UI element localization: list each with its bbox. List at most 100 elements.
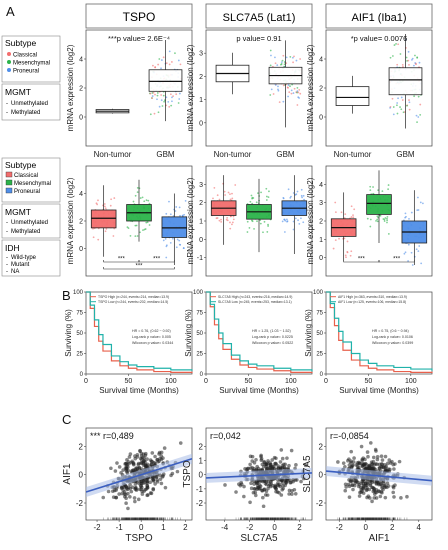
jitter-point xyxy=(278,101,281,104)
scatter-point xyxy=(132,496,137,500)
jitter-point xyxy=(143,200,146,203)
scatter-point xyxy=(287,492,291,496)
scatter-point xyxy=(124,501,128,506)
legend-item: NA xyxy=(11,269,19,275)
jitter-point xyxy=(298,223,301,225)
legend-item: - xyxy=(6,255,8,261)
jitter-point xyxy=(301,196,303,199)
x-tick-label: 0 xyxy=(324,378,328,385)
scatter-point xyxy=(250,459,255,463)
correlation-annotation: *** r=0,489 xyxy=(90,431,134,441)
jitter-point xyxy=(282,54,285,57)
scatter-point xyxy=(248,462,252,467)
jitter-point xyxy=(110,198,113,201)
jitter-point xyxy=(408,99,410,101)
scatter-point xyxy=(391,490,396,495)
scatter-point xyxy=(361,456,366,460)
x-axis-label: SLC7A5 xyxy=(240,533,278,544)
scatter-point xyxy=(373,447,378,452)
scatter-point xyxy=(261,504,266,509)
jitter-point xyxy=(350,216,353,218)
legend-item: Proneural xyxy=(14,189,40,195)
jitter-point xyxy=(295,193,298,196)
jitter-point xyxy=(231,221,234,224)
y-axis-label: mRNA expression (log2) xyxy=(186,177,195,264)
survival-curve-low xyxy=(206,291,313,372)
scatter-point xyxy=(111,489,115,493)
y-tick-label: 2 xyxy=(199,74,203,81)
scatter-point xyxy=(366,454,370,459)
x-tick-label: 2 xyxy=(390,523,395,532)
scatter-point xyxy=(371,455,376,460)
y-tick-label: 0 xyxy=(79,115,83,122)
jitter-point xyxy=(182,247,185,249)
scatter-point xyxy=(351,487,355,492)
scatter-point xyxy=(124,469,129,474)
y-tick-label: 50 xyxy=(76,331,83,337)
legend-item: Classical xyxy=(13,53,37,59)
survival-curve-low xyxy=(326,291,433,371)
jitter-point xyxy=(156,92,159,94)
scatter-point xyxy=(114,495,118,500)
jitter-point xyxy=(160,99,163,102)
jitter-point xyxy=(416,121,418,124)
jitter-point xyxy=(265,187,268,190)
jitter-point xyxy=(246,231,249,233)
jitter-point xyxy=(411,264,414,266)
jitter-point xyxy=(383,220,386,222)
scatter-point xyxy=(123,462,127,466)
y-tick-label: 2 xyxy=(79,219,83,226)
scatter-point xyxy=(351,463,355,467)
jitter-point xyxy=(168,200,170,203)
jitter-point xyxy=(290,195,292,198)
scatter-point xyxy=(248,454,253,459)
regression-line xyxy=(325,470,433,482)
jitter-point xyxy=(386,215,389,218)
jitter-point xyxy=(419,201,422,204)
scatter-point xyxy=(137,487,142,492)
y-axis-label: mRNA expression (log2) xyxy=(186,44,195,131)
jitter-point xyxy=(334,201,337,204)
survival-legend-entry: AIF1 Low (n=125, events=106, median=15.8… xyxy=(338,300,406,304)
scatter-plot-tspo-aif1: -2 -1 0 1 2 -2 0 2 TSPO AIF1 *** r=0,489 xyxy=(62,427,193,544)
jitter-point xyxy=(414,54,416,57)
jitter-point xyxy=(148,224,151,226)
scatter-point xyxy=(279,493,284,497)
x-tick-label: -2 xyxy=(93,523,101,532)
scatter-point xyxy=(361,484,366,488)
jitter-point xyxy=(178,92,181,95)
jitter-point xyxy=(163,100,166,103)
jitter-point xyxy=(141,196,144,199)
y-tick-label: 50 xyxy=(316,331,323,337)
jitter-point xyxy=(176,238,179,241)
y-axis-label: AIF1 xyxy=(62,463,73,485)
jitter-point xyxy=(262,231,264,234)
y-axis-label: mRNA expression (log2) xyxy=(306,177,315,264)
jitter-point xyxy=(393,44,396,46)
jitter-point xyxy=(285,218,288,221)
x-tick-label: -2 xyxy=(336,523,344,532)
jitter-point xyxy=(413,95,416,98)
scatter-point xyxy=(380,458,385,462)
scatter-point xyxy=(377,462,382,467)
y-tick-label: 0 xyxy=(79,471,84,480)
scatter-point xyxy=(291,478,295,482)
scatter-point xyxy=(139,484,144,488)
scatter-point xyxy=(273,461,278,466)
scatter-point xyxy=(169,473,173,478)
scatter-point xyxy=(178,441,183,445)
jitter-point xyxy=(212,197,214,200)
scatter-point xyxy=(341,461,346,465)
scatter-point xyxy=(257,480,262,484)
x-category-label: GBM xyxy=(396,150,415,159)
jitter-point xyxy=(162,239,165,242)
jitter-point xyxy=(300,217,302,220)
scatter-point xyxy=(148,491,153,495)
y-tick-label: 75 xyxy=(316,311,323,317)
scatter-point xyxy=(377,466,382,470)
scatter-point xyxy=(106,489,111,494)
jitter-point xyxy=(162,94,165,97)
jitter-point xyxy=(293,87,296,90)
